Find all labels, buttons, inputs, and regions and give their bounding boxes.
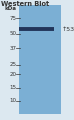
Text: 20: 20 [9, 72, 16, 77]
FancyBboxPatch shape [19, 5, 61, 114]
Text: Western Blot: Western Blot [1, 1, 49, 7]
Text: 10: 10 [9, 98, 16, 103]
Text: 15: 15 [9, 85, 16, 90]
Text: 75: 75 [9, 15, 16, 21]
Text: kDa: kDa [4, 6, 16, 11]
Text: 37: 37 [9, 45, 16, 51]
Text: ↑53kDa: ↑53kDa [62, 27, 74, 32]
Text: 50: 50 [9, 31, 16, 36]
Text: 25: 25 [9, 62, 16, 67]
